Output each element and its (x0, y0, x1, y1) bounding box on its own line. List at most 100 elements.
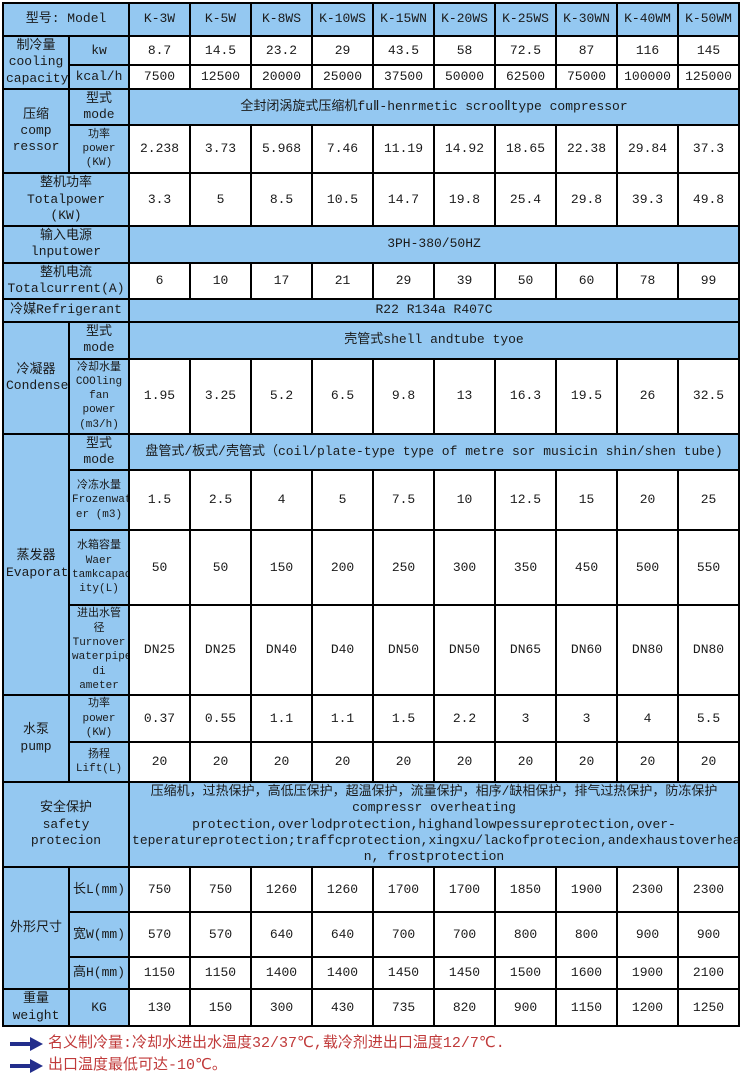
data-cell: 900 (616, 911, 680, 959)
data-cell: 250 (372, 529, 436, 607)
data-cell: 570 (189, 911, 253, 959)
data-cell: 3.3 (128, 172, 192, 227)
data-cell: 7.46 (311, 124, 375, 175)
data-cell: 1850 (494, 866, 558, 914)
data-cell: 20 (189, 741, 253, 784)
data-cell: 1150 (555, 988, 619, 1027)
data-cell: DN50 (433, 604, 497, 697)
data-cell: 43.5 (372, 34, 436, 67)
data-cell: 18.65 (494, 124, 558, 175)
footnote-line-1: 名义制冷量:冷却水进出水温度32/37℃,载冷剂进出口温度12/7℃. (8, 1035, 732, 1053)
data-cell: 8.5 (250, 172, 314, 227)
data-cell: DN50 (372, 604, 436, 697)
data-cell: 450 (555, 529, 619, 607)
data-cell: 50 (494, 261, 558, 300)
data-cell: 800 (555, 911, 619, 959)
data-cell: 20 (372, 741, 436, 784)
model-header-cell: K-15WN (372, 2, 436, 37)
data-cell: 2300 (616, 866, 680, 914)
sub-label-cell: 高H(mm) (67, 956, 131, 991)
sub-label-cell: kcal/h (67, 64, 131, 90)
data-cell: 20 (616, 469, 680, 532)
data-cell: 14.92 (433, 124, 497, 175)
data-cell: 145 (677, 34, 740, 67)
group-label-cell: 压缩 comp ressor (2, 87, 70, 175)
data-cell: 20 (250, 741, 314, 784)
data-cell: D40 (311, 604, 375, 697)
data-cell: 29 (372, 261, 436, 300)
data-cell: 20 (616, 741, 680, 784)
data-cell: 116 (616, 34, 680, 67)
data-cell: 7500 (128, 64, 192, 90)
data-cell: 0.55 (189, 694, 253, 744)
data-cell: 6.5 (311, 357, 375, 435)
data-cell: 640 (250, 911, 314, 959)
data-cell: 1260 (311, 866, 375, 914)
data-cell: 87 (555, 34, 619, 67)
data-cell: DN25 (189, 604, 253, 697)
right-arrow-icon (8, 1036, 44, 1051)
data-cell: 26 (616, 357, 680, 435)
data-cell: 25.4 (494, 172, 558, 227)
data-cell: 1900 (555, 866, 619, 914)
data-cell: 300 (433, 529, 497, 607)
data-cell: 22.38 (555, 124, 619, 175)
sub-label-cell: 扬程 Lift(L) (67, 741, 131, 784)
data-cell: 7.5 (372, 469, 436, 532)
data-cell: 2.5 (189, 469, 253, 532)
data-cell: DN25 (128, 604, 192, 697)
data-cell: 150 (189, 988, 253, 1027)
data-cell: 1500 (494, 956, 558, 991)
data-cell: 20 (494, 741, 558, 784)
data-cell: 700 (372, 911, 436, 959)
sub-label-cell: 水箱容量 Waer tamkcapac ity(L) (67, 529, 131, 607)
data-cell: 1.5 (372, 694, 436, 744)
span-value-cell: 壳管式shell andtube tyoe (128, 321, 740, 360)
group-label-cell: 重量 weight (2, 988, 70, 1027)
data-cell: 13 (433, 357, 497, 435)
data-cell: DN60 (555, 604, 619, 697)
row-label-cell: 安全保护 safety protecion (1, 781, 131, 869)
data-cell: 4 (616, 694, 680, 744)
data-cell: 5.968 (250, 124, 314, 175)
data-cell: 9.8 (372, 357, 436, 435)
row-label-cell: 冷媒Refrigerant (1, 298, 131, 323)
data-cell: 750 (128, 866, 192, 914)
data-cell: 5.5 (677, 694, 740, 744)
data-cell: 10.5 (311, 172, 375, 227)
data-cell: 3.25 (189, 357, 253, 435)
row-label-cell: 输入电源lnputower (1, 225, 131, 264)
data-cell: 21 (311, 261, 375, 300)
spec-table-body: 型号: Model K-3W K-5W K-8WS K-10WS K-15WN K-20WS… (1, 2, 740, 1027)
group-label-cell: 制冷量 cooling capacity (2, 35, 70, 90)
data-cell: 900 (494, 988, 558, 1027)
data-cell: 350 (494, 529, 558, 607)
right-arrow-icon (8, 1058, 44, 1073)
data-cell: 640 (311, 911, 375, 959)
data-cell: 50 (189, 529, 253, 607)
sub-label-cell: KG (67, 988, 131, 1027)
sub-label-cell: 型式mode (67, 432, 131, 472)
data-cell: 1.95 (128, 357, 192, 435)
data-cell: 20 (677, 741, 740, 784)
data-cell: 16.3 (494, 357, 558, 435)
data-cell: 49.8 (677, 172, 740, 227)
data-cell: 1450 (433, 956, 497, 991)
sub-label-cell: 长L(mm) (67, 866, 131, 914)
group-label-cell: 冷凝器 Condenser (2, 321, 70, 435)
data-cell: 150 (250, 529, 314, 607)
data-cell: DN80 (677, 604, 740, 697)
model-header-cell: K-20WS (433, 2, 497, 37)
data-cell: DN65 (494, 604, 558, 697)
data-cell: 1400 (311, 956, 375, 991)
group-label-cell: 蒸发器 Evaporator (2, 432, 70, 697)
data-cell: 99 (677, 261, 740, 300)
data-cell: 25 (677, 469, 740, 532)
data-cell: 29 (311, 34, 375, 67)
sub-label-cell: 功率 power (KW) (67, 124, 131, 175)
sub-label-cell: 进出水管径 Turnover waterpipe di ameter (67, 604, 131, 697)
group-label-cell: 水泵 pump (2, 694, 70, 784)
data-cell: 1200 (616, 988, 680, 1027)
data-cell: 700 (433, 911, 497, 959)
data-cell: 2.238 (128, 124, 192, 175)
